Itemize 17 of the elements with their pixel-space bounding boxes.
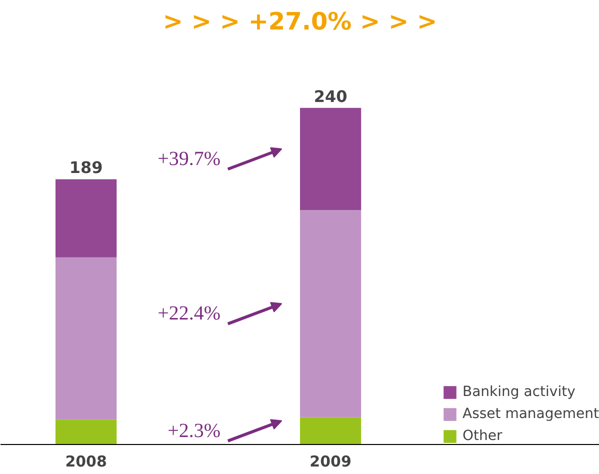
bar [300,210,362,418]
annotation: 240 [314,86,348,106]
annotation: +39.7% [158,148,221,170]
legend-label: Other [462,428,502,444]
legend-label: Asset management [462,406,599,422]
annotation: +22.4% [158,302,221,325]
x-tick-label: 2008 [65,452,107,470]
bar [56,420,117,444]
chart-title: > > > +27.0% > > > [162,8,438,36]
legend-label: Banking activity [462,384,576,400]
bar [300,108,362,210]
bar [56,179,117,258]
bar [56,257,117,420]
x-tick-label: 2009 [310,452,352,470]
annotation: 189 [69,158,103,178]
annotation: +2.3% [168,420,221,442]
bar [300,417,362,444]
